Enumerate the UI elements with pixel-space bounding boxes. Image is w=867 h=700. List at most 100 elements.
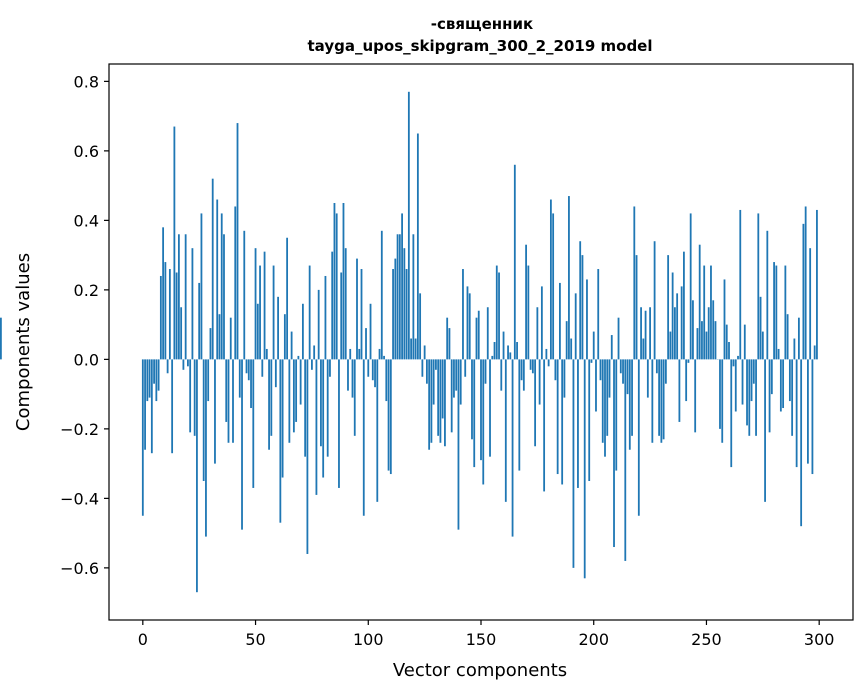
bar-81 bbox=[325, 276, 327, 359]
bar-51 bbox=[257, 304, 259, 360]
bar-242 bbox=[688, 359, 690, 362]
bar-260 bbox=[728, 342, 730, 359]
bar-251 bbox=[708, 307, 710, 359]
bar-236 bbox=[674, 307, 676, 359]
bar-131 bbox=[437, 359, 439, 435]
bar-44 bbox=[241, 359, 243, 529]
bar-13 bbox=[171, 359, 173, 453]
bar-215 bbox=[627, 359, 629, 394]
bar-108 bbox=[385, 359, 387, 401]
bar-221 bbox=[640, 307, 642, 359]
bar-191 bbox=[573, 359, 575, 568]
bar-10 bbox=[164, 262, 166, 359]
bar-133 bbox=[442, 359, 444, 418]
bar-239 bbox=[681, 286, 683, 359]
bar-179 bbox=[545, 349, 547, 359]
bar-86 bbox=[336, 213, 338, 359]
bar-214 bbox=[624, 359, 626, 561]
y-tick-label: 0.6 bbox=[74, 142, 99, 161]
bar-178 bbox=[543, 359, 545, 491]
bar-99 bbox=[365, 328, 367, 359]
bar-105 bbox=[379, 349, 381, 359]
bar-199 bbox=[591, 359, 593, 362]
bar-49 bbox=[252, 359, 254, 488]
bar-277 bbox=[766, 231, 768, 360]
bar-71 bbox=[302, 304, 304, 360]
bar-54 bbox=[264, 252, 266, 360]
bar-246 bbox=[697, 328, 699, 359]
bar-33 bbox=[216, 200, 218, 360]
bar-152 bbox=[485, 359, 487, 383]
bar-134 bbox=[444, 359, 446, 446]
bar-48 bbox=[250, 359, 252, 408]
bar-171 bbox=[527, 266, 529, 360]
plot-frame bbox=[109, 64, 853, 620]
bar-126 bbox=[426, 359, 428, 383]
bar-45 bbox=[243, 231, 245, 360]
bar-145 bbox=[469, 293, 471, 359]
bar-36 bbox=[223, 234, 225, 359]
bar-196 bbox=[584, 359, 586, 578]
bar-258 bbox=[724, 279, 726, 359]
bar-172 bbox=[530, 359, 532, 369]
bar-194 bbox=[579, 241, 581, 359]
bar-116 bbox=[403, 248, 405, 359]
bar-127 bbox=[428, 359, 430, 449]
bar-253 bbox=[712, 300, 714, 359]
bar-12 bbox=[169, 269, 171, 359]
bar-173 bbox=[532, 359, 534, 373]
bar-158 bbox=[498, 273, 500, 360]
bar-208 bbox=[611, 335, 613, 359]
bar-235 bbox=[672, 273, 674, 360]
bar-190 bbox=[570, 339, 572, 360]
bar-82 bbox=[327, 359, 329, 456]
bar-183 bbox=[554, 359, 556, 380]
bar-282 bbox=[778, 349, 780, 359]
bar-84 bbox=[331, 252, 333, 360]
bar-229 bbox=[658, 359, 660, 435]
bar-115 bbox=[401, 213, 403, 359]
bar-92 bbox=[349, 349, 351, 359]
bar-83 bbox=[329, 359, 331, 376]
bar-111 bbox=[392, 269, 394, 359]
y-axis-ticks: −0.6−0.4−0.20.00.20.40.60.8 bbox=[60, 72, 109, 578]
x-tick-label: 100 bbox=[353, 630, 384, 649]
bar-169 bbox=[523, 359, 525, 390]
bar-206 bbox=[606, 359, 608, 435]
bar-55 bbox=[266, 349, 268, 359]
bar-103 bbox=[374, 359, 376, 387]
bar-67 bbox=[293, 359, 295, 432]
bar-112 bbox=[394, 259, 396, 360]
bar-58 bbox=[273, 266, 275, 360]
bar-230 bbox=[660, 359, 662, 442]
bar-283 bbox=[780, 359, 782, 411]
y-tick-label: 0.0 bbox=[74, 350, 99, 369]
bar-28 bbox=[205, 359, 207, 536]
bar-132 bbox=[440, 359, 442, 442]
bar-150 bbox=[480, 359, 482, 460]
bar-121 bbox=[415, 339, 417, 360]
bar-95 bbox=[356, 259, 358, 360]
bar-263 bbox=[735, 359, 737, 411]
bar-129 bbox=[433, 359, 435, 404]
bar-297 bbox=[812, 359, 814, 474]
bar-98 bbox=[363, 359, 365, 515]
bar-197 bbox=[586, 279, 588, 359]
bar-250 bbox=[706, 332, 708, 360]
bar-241 bbox=[685, 359, 687, 401]
bar-293 bbox=[802, 224, 804, 360]
bar-56 bbox=[268, 359, 270, 449]
bar-74 bbox=[309, 266, 311, 360]
bar-257 bbox=[721, 359, 723, 442]
bar-286 bbox=[787, 314, 789, 359]
bar-165 bbox=[514, 165, 516, 360]
bar-26 bbox=[201, 213, 203, 359]
bar-240 bbox=[683, 252, 685, 360]
bar-5 bbox=[153, 359, 155, 383]
bar-6 bbox=[155, 359, 157, 401]
bar-275 bbox=[762, 332, 764, 360]
bar-223 bbox=[645, 311, 647, 360]
bar-151 bbox=[482, 359, 484, 484]
bar-143 bbox=[464, 359, 466, 376]
